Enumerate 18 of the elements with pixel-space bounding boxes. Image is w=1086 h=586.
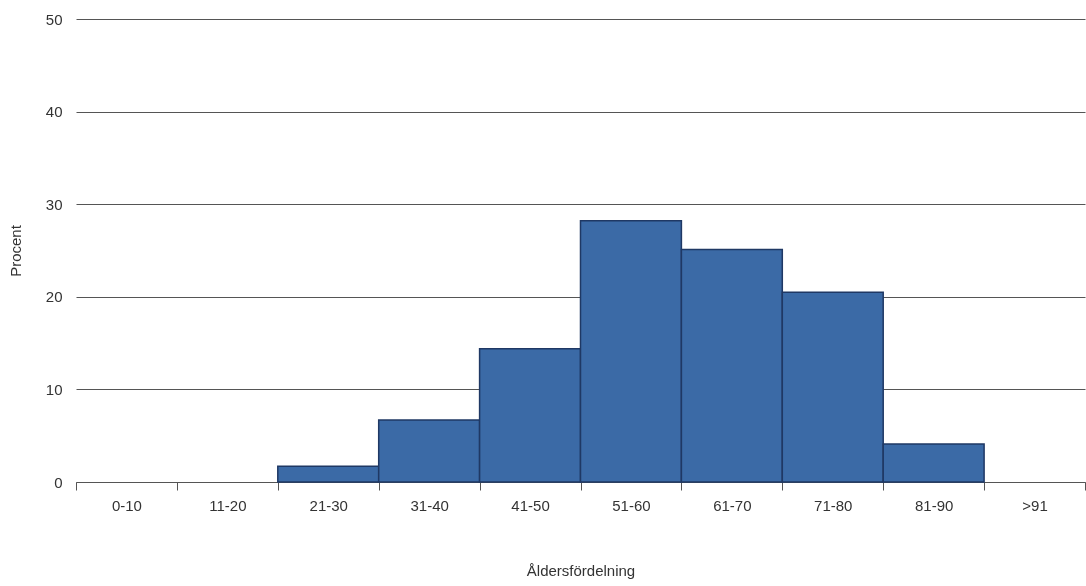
x-tick-label: 51-60 — [612, 496, 651, 514]
x-tick-label: 61-70 — [713, 496, 752, 514]
x-tick-label: 11-20 — [209, 496, 247, 514]
x-tick-label: 0-10 — [111, 496, 142, 514]
y-tick-label: 50 — [45, 10, 63, 28]
y-tick-label: 30 — [45, 195, 63, 213]
x-axis-title: Åldersfördelning — [526, 561, 636, 579]
y-axis-title: Procent — [6, 224, 24, 277]
x-tick-label: 41-50 — [511, 496, 550, 514]
x-tick-label: >91 — [1022, 496, 1048, 514]
y-tick-label: 0 — [54, 473, 63, 491]
y-tick-label: 40 — [45, 103, 63, 121]
y-tick-label: 20 — [45, 288, 63, 306]
x-tick-label: 21-30 — [309, 496, 348, 514]
x-tick-label: 81-90 — [914, 496, 954, 514]
x-tick-label: 71-80 — [814, 496, 853, 514]
x-tick-label: 31-40 — [410, 496, 449, 514]
y-tick-label: 10 — [45, 380, 63, 398]
